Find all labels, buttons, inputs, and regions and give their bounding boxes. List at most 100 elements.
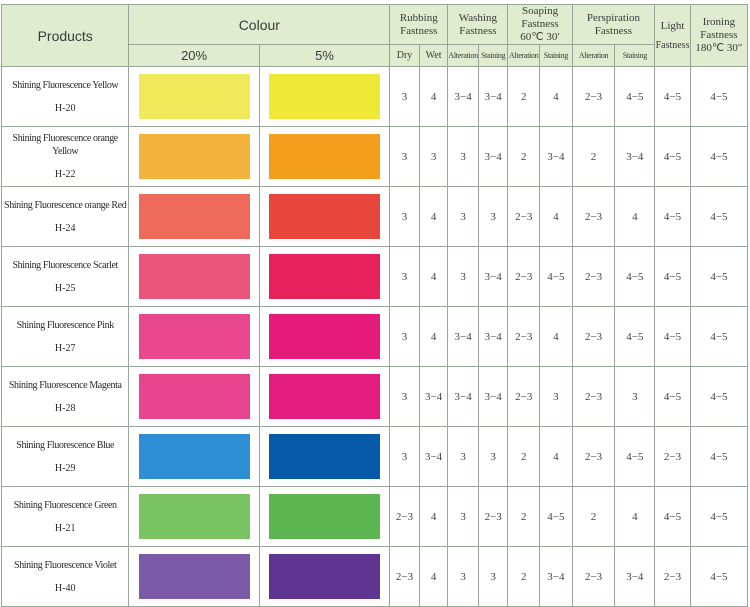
product-cell: Shining Fluorescence Blue H-29 [0,426,130,487]
ironing-fastness-value: 4−5 [689,186,749,247]
fastness-table: Products Colour Rubbing Fastness Washing… [0,4,749,607]
product-code: H-24 [54,222,76,234]
swatch-5-cell [258,66,391,127]
pct-20-header: 20% [128,44,260,67]
washing-staining-value: 3−4 [477,246,509,307]
colour-swatch-20 [138,74,250,119]
ironing-fastness-value: 4−5 [689,66,749,127]
light-fastness-value: 2−3 [654,546,691,607]
product-code: H-27 [54,342,76,354]
washing-staining-value: 3−4 [477,306,509,367]
colour-swatch-5 [269,374,381,419]
colour-swatch-5 [269,494,381,539]
colour-swatch-20 [138,494,250,539]
washing-alteration-value: 3−4 [447,66,479,127]
perspiration-header-line2: Fastness [594,24,633,37]
product-name: Shining Fluorescence Scarlet [12,259,118,271]
perspiration-alteration-value: 2−3 [571,306,616,367]
swatch-20-cell [128,126,260,187]
rubbing-wet-value: 4 [418,546,449,607]
soaping-alteration-value: 2 [507,486,541,547]
table-row: Shining Fluorescence orange Red H-24 3 4 3 3 2… [0,186,749,247]
washing-header-line1: Washing [458,11,497,24]
colour-header: Colour [128,4,391,45]
colour-swatch-5 [269,254,381,299]
ironing-header-line1: Ironing [702,16,736,28]
light-fastness-value: 4−5 [654,486,691,547]
rubbing-header-line2: Fastness [400,24,438,37]
soaping-staining-value: 3 [539,366,573,427]
swatch-5-cell [258,246,391,307]
ironing-fastness-value: 4−5 [689,426,749,487]
perspiration-alteration-value: 2−3 [571,426,616,487]
rubbing-dry-value: 3 [389,246,420,307]
swatch-5-cell [258,546,391,607]
product-cell: Shining Fluorescence Yellow H-20 [0,66,130,127]
colour-swatch-20 [138,254,250,299]
swatch-5-cell [258,306,391,367]
swatch-5-cell [258,366,391,427]
soaping-header-line1: Soaping [522,5,559,18]
perspiration-alteration-value: 2−3 [571,546,616,607]
washing-staining-value: 3−4 [477,66,509,127]
light-fastness-value: 2−3 [654,426,691,487]
rubbing-dry-value: 2−3 [389,486,420,547]
perspiration-staining-value: 3−4 [614,126,656,187]
washing-staining-value: 3−4 [477,366,509,427]
product-code: H-25 [54,282,76,294]
soaping-alteration-value: 2 [507,66,541,127]
perspiration-staining-value: 4−5 [614,306,656,367]
colour-swatch-20 [138,434,250,479]
soaping-staining-value: 4 [539,306,573,367]
rubbing-dry-value: 3 [389,426,420,487]
rubbing-dry-value: 3 [389,186,420,247]
washing-staining-value: 3 [477,546,509,607]
washing-alteration-value: 3 [447,426,479,487]
table-row: Shining Fluorescence Green H-21 2−3 4 3 2−3 2 4… [0,486,749,547]
soaping-staining-value: 4 [539,426,573,487]
colour-swatch-5 [269,434,381,479]
rubbing-wet-value: 4 [418,306,449,367]
ironing-fastness-value: 4−5 [689,546,749,607]
rubbing-dry-value: 3 [389,66,420,127]
product-cell: Shining Fluorescence Violet H-40 [0,546,130,607]
ironing-header-line2: Fastness [700,29,738,41]
swatch-20-cell [128,546,260,607]
swatch-20-cell [128,486,260,547]
product-cell: Shining Fluorescence orange Red H-24 [0,186,130,247]
ironing-fastness-value: 4−5 [689,246,749,307]
table-row: Shining Fluorescence Magenta H-28 3 3−4 3−4 3… [0,366,749,427]
perspiration-header: Perspiration Fastness [571,4,656,45]
perspiration-alteration-value: 2−3 [571,246,616,307]
colour-swatch-5 [269,554,381,599]
soaping-alteration-value: 2−3 [507,186,541,247]
perspiration-staining-value: 4−5 [614,66,656,127]
product-code: H-40 [54,582,76,594]
light-fastness-value: 4−5 [654,186,691,247]
soaping-staining-value: 3−4 [539,546,573,607]
product-cell: Shining Fluorescence Magenta H-28 [0,366,130,427]
rubbing-wet-value: 4 [418,486,449,547]
perspiration-staining-value: 4 [614,486,656,547]
colour-swatch-20 [138,314,250,359]
washing-staining-value: 3 [477,426,509,487]
colour-swatch-20 [138,554,250,599]
product-code: H-29 [54,462,76,474]
light-fastness-value: 4−5 [654,306,691,367]
soaping-alteration-value: 2 [507,126,541,187]
washing-staining-value: 2−3 [477,486,509,547]
soaping-staining-value: 4 [539,66,573,127]
rubbing-dry-value: 3 [389,126,420,187]
colour-swatch-5 [269,314,381,359]
product-cell: Shining Fluorescence Pink H-27 [0,306,130,367]
rubbing-dry-value: 2−3 [389,546,420,607]
light-fastness-value: 4−5 [654,246,691,307]
table-row: Shining Fluorescence orange Yellow H-22 3 3… [0,126,749,187]
ironing-fastness-value: 4−5 [689,126,749,187]
swatch-5-cell [258,426,391,487]
washing-staining-header: Staining [477,44,509,67]
soaping-staining-value: 3−4 [539,126,573,187]
product-name: Shining Fluorescence Green [13,499,117,511]
ironing-fastness-value: 4−5 [689,486,749,547]
washing-alteration-value: 3 [447,186,479,247]
